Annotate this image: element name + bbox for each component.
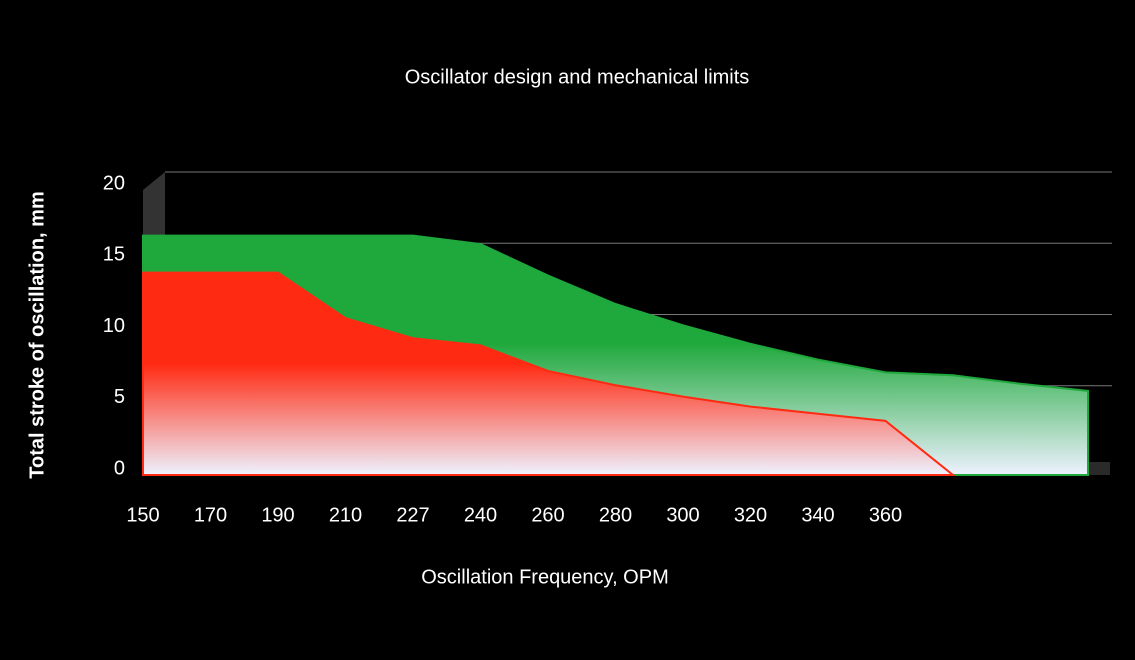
y-tick-label: 5: [114, 386, 125, 408]
x-tick-label: 150: [126, 504, 159, 526]
x-tick-label: 260: [531, 504, 564, 526]
chart-title: Oscillator design and mechanical limits: [405, 66, 750, 88]
x-tick-label: 190: [261, 504, 294, 526]
y-axis-label: Total stroke of oscillation, mm: [26, 191, 48, 478]
area: [142, 271, 956, 476]
x-tick-label: 340: [801, 504, 834, 526]
x-tick-label: 300: [666, 504, 699, 526]
x-tick-label: 360: [869, 504, 902, 526]
y-tick-label: 20: [103, 172, 125, 194]
x-tick-label: 227: [396, 504, 429, 526]
y-tick-label: 15: [103, 244, 125, 266]
x-tick-label: 210: [329, 504, 362, 526]
x-tick-label: 320: [734, 504, 767, 526]
x-axis-label: Oscillation Frequency, OPM: [421, 566, 669, 588]
y-tick-label: 0: [114, 457, 125, 479]
x-tick-label: 240: [464, 504, 497, 526]
x-tick-label: 170: [194, 504, 227, 526]
x-tick-label: 280: [599, 504, 632, 526]
y-tick-label: 10: [103, 315, 125, 337]
